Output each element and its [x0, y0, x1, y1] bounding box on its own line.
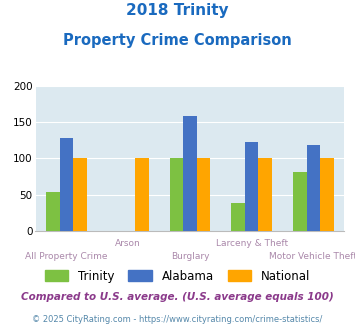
Bar	[60, 138, 73, 231]
Text: © 2025 CityRating.com - https://www.cityrating.com/crime-statistics/: © 2025 CityRating.com - https://www.city…	[32, 315, 323, 324]
Bar	[73, 158, 87, 231]
Legend: Trinity, Alabama, National: Trinity, Alabama, National	[40, 265, 315, 287]
Text: Motor Vehicle Theft: Motor Vehicle Theft	[269, 252, 355, 261]
Text: Property Crime Comparison: Property Crime Comparison	[63, 33, 292, 48]
Text: Burglary: Burglary	[171, 252, 209, 261]
Bar	[46, 192, 60, 231]
Bar	[231, 203, 245, 231]
Text: 2018 Trinity: 2018 Trinity	[126, 3, 229, 18]
Bar	[293, 172, 307, 231]
Bar	[183, 116, 197, 231]
Bar	[170, 158, 183, 231]
Bar	[135, 158, 148, 231]
Bar	[245, 142, 258, 231]
Text: Arson: Arson	[115, 239, 141, 248]
Bar	[320, 158, 334, 231]
Bar	[307, 145, 320, 231]
Text: Compared to U.S. average. (U.S. average equals 100): Compared to U.S. average. (U.S. average …	[21, 292, 334, 302]
Bar	[197, 158, 210, 231]
Text: Larceny & Theft: Larceny & Theft	[215, 239, 288, 248]
Bar	[258, 158, 272, 231]
Text: All Property Crime: All Property Crime	[25, 252, 108, 261]
